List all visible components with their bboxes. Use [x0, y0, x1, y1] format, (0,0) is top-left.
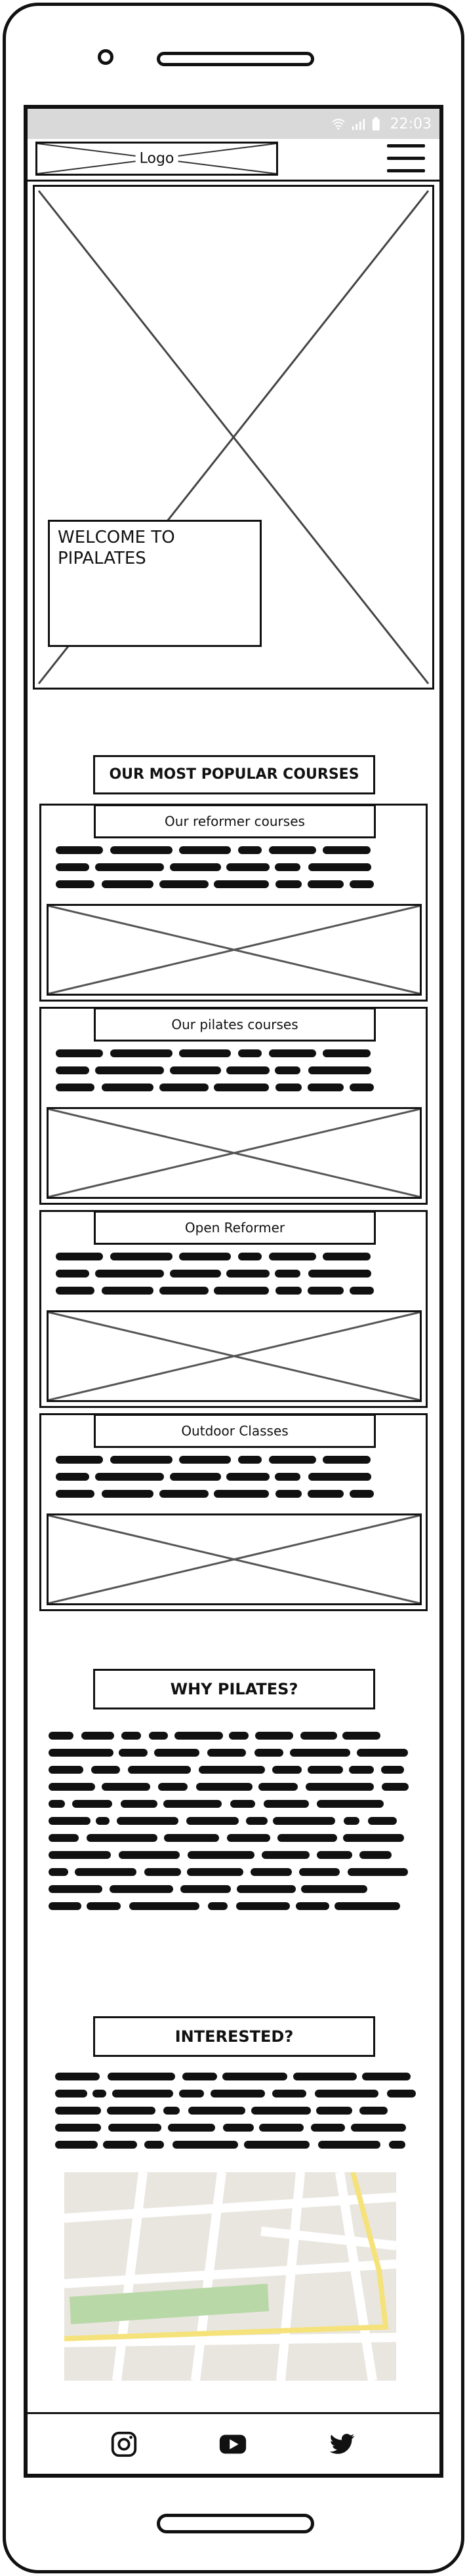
scribble-text-line — [56, 1266, 416, 1283]
scribble-text-line — [49, 1728, 416, 1745]
why-pilates-text — [49, 1728, 416, 1915]
hero-image: WELCOME TO PIPALATES — [33, 185, 434, 690]
scribble-text-line — [49, 1864, 416, 1881]
course-image — [47, 1310, 422, 1402]
interested-heading: INTERESTED? — [93, 2016, 375, 2057]
welcome-line-1: WELCOME TO — [58, 528, 175, 547]
course-description — [56, 1045, 416, 1097]
scribble-text-line — [49, 1762, 416, 1779]
battery-icon — [372, 117, 380, 131]
scribble-text-line — [56, 1063, 416, 1080]
logo[interactable]: Logo — [35, 142, 278, 176]
image-placeholder-cross — [49, 1312, 420, 1400]
scribble-text-line — [49, 1847, 416, 1864]
scribble-text-line — [49, 1830, 416, 1847]
welcome-box: WELCOME TO PIPALATES — [48, 520, 262, 647]
scribble-text-line — [49, 1779, 416, 1796]
scribble-text-line — [56, 1452, 416, 1469]
image-placeholder-cross — [49, 1109, 420, 1197]
course-image — [47, 1107, 422, 1199]
youtube-icon[interactable] — [218, 2429, 248, 2459]
scribble-text-line — [56, 1469, 416, 1486]
course-title: Outdoor Classes — [94, 1414, 376, 1448]
status-bar: 22:03 — [28, 109, 439, 139]
scribble-text-line — [56, 1486, 416, 1503]
scribble-text-line — [56, 1045, 416, 1063]
home-button[interactable] — [157, 2514, 314, 2533]
footer-divider — [28, 2412, 439, 2414]
course-card[interactable]: Our reformer courses — [39, 804, 428, 1002]
logo-text: Logo — [135, 150, 178, 167]
course-card[interactable]: Open Reformer — [39, 1210, 428, 1408]
scribble-text-line — [55, 2103, 422, 2120]
scribble-text-line — [56, 842, 416, 859]
wifi-icon — [331, 119, 345, 130]
scribble-text-line — [49, 1881, 416, 1898]
camera — [98, 49, 113, 65]
course-description — [56, 1249, 416, 1300]
speaker — [157, 52, 314, 66]
scribble-text-line — [55, 2086, 422, 2103]
scribble-text-line — [49, 1796, 416, 1813]
header-divider — [28, 180, 439, 182]
course-title: Our pilates courses — [94, 1007, 376, 1042]
status-time: 22:03 — [390, 115, 432, 132]
signal-icon — [352, 119, 365, 130]
interested-text — [55, 2069, 422, 2154]
scribble-text-line — [49, 1745, 416, 1762]
hamburger-menu-icon[interactable] — [387, 144, 425, 174]
why-pilates-heading: WHY PILATES? — [93, 1669, 375, 1709]
welcome-line-2: PIPALATES — [58, 549, 146, 568]
instagram-icon[interactable] — [109, 2429, 139, 2459]
image-placeholder-cross — [49, 906, 420, 994]
course-description — [56, 1452, 416, 1503]
popular-courses-heading: OUR MOST POPULAR COURSES — [93, 755, 375, 794]
scribble-text-line — [49, 1813, 416, 1830]
course-card[interactable]: Our pilates courses — [39, 1007, 428, 1205]
twitter-icon[interactable] — [327, 2429, 357, 2459]
map-graphic — [64, 2172, 396, 2381]
course-card[interactable]: Outdoor Classes — [39, 1413, 428, 1611]
location-map[interactable] — [64, 2172, 396, 2381]
scribble-text-line — [56, 1283, 416, 1300]
scribble-text-line — [55, 2069, 422, 2086]
scribble-text-line — [55, 2120, 422, 2137]
scribble-text-line — [49, 1898, 416, 1915]
scribble-text-line — [55, 2137, 422, 2154]
scribble-text-line — [56, 1249, 416, 1266]
course-title: Open Reformer — [94, 1211, 376, 1245]
course-description — [56, 842, 416, 893]
scribble-text-line — [56, 859, 416, 876]
image-placeholder-cross — [49, 1515, 420, 1603]
scribble-text-line — [56, 876, 416, 893]
phone-screen: 22:03 Logo WELCOME TO PIPALATES OUR MOST… — [24, 105, 443, 2478]
course-image — [47, 1513, 422, 1605]
course-image — [47, 904, 422, 996]
scribble-text-line — [56, 1080, 416, 1097]
course-title: Our reformer courses — [94, 804, 376, 838]
